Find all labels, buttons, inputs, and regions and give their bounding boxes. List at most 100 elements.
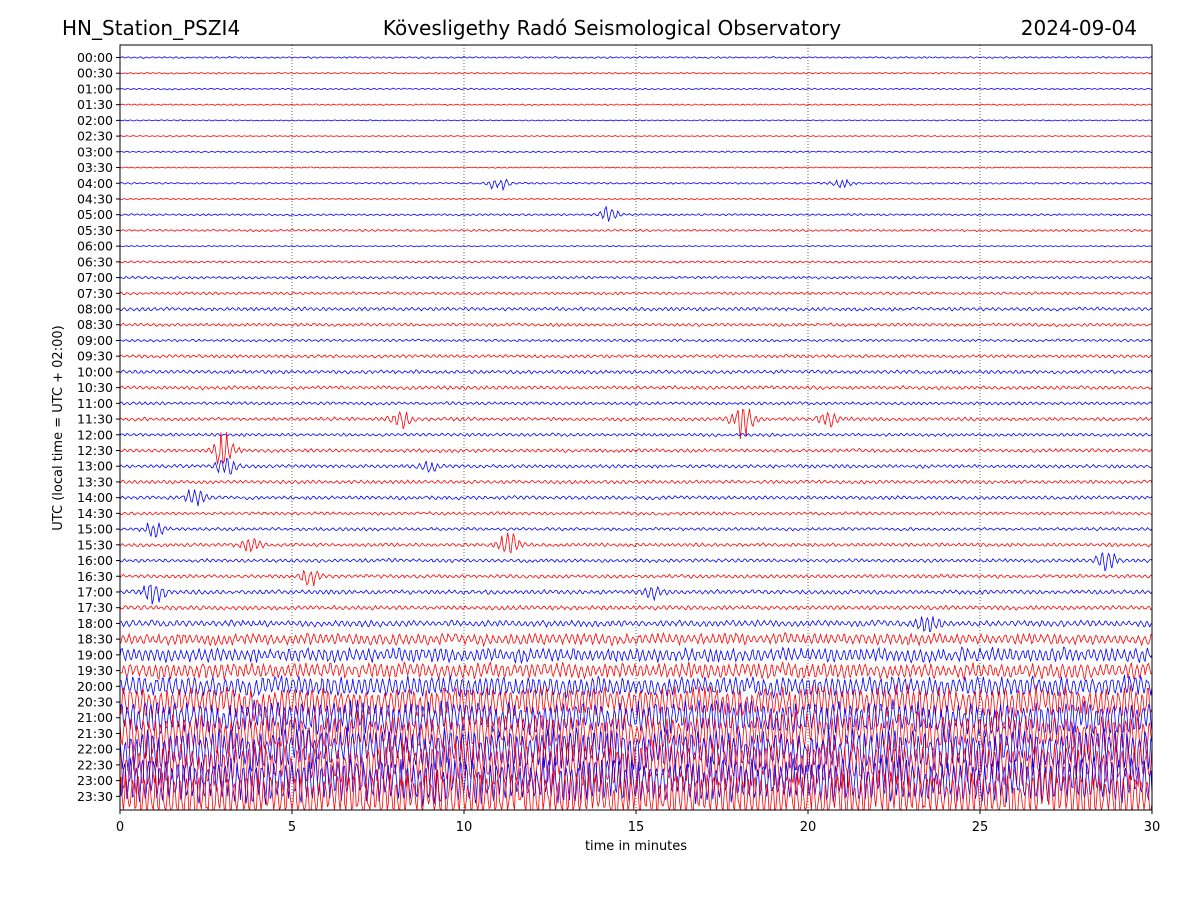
y-tick-label: 11:30 <box>77 412 113 427</box>
station-name: HN_Station_PSZI4 <box>62 16 240 40</box>
trace-0600 <box>119 245 1153 248</box>
y-tick-label: 16:30 <box>77 569 113 584</box>
y-tick-label: 17:00 <box>77 584 113 599</box>
trace-1500 <box>119 522 1153 538</box>
y-tick-label: 13:30 <box>77 474 113 489</box>
y-tick-label: 22:00 <box>77 742 113 757</box>
y-tick-label: 18:30 <box>77 632 113 647</box>
trace-0900 <box>119 338 1153 343</box>
trace-1100 <box>119 401 1153 406</box>
x-tick-label: 20 <box>800 820 817 835</box>
y-tick-label: 20:00 <box>77 679 113 694</box>
trace-1300 <box>119 457 1153 475</box>
trace-1400 <box>119 489 1153 507</box>
trace-0500 <box>119 205 1153 222</box>
trace-0630 <box>119 260 1153 264</box>
y-tick-label: 02:00 <box>77 113 113 128</box>
x-tick-label: 15 <box>628 820 645 835</box>
y-tick-label: 08:30 <box>77 317 113 332</box>
y-tick-label: 21:30 <box>77 726 113 741</box>
x-axis-label: time in minutes <box>585 839 687 854</box>
y-tick-label: 00:30 <box>77 66 113 81</box>
trace-1900 <box>119 646 1153 665</box>
trace-1000 <box>119 369 1153 375</box>
y-tick-label: 02:30 <box>77 129 113 144</box>
y-axis-ticks: 00:0000:3001:0001:3002:0002:3003:0003:30… <box>77 50 120 804</box>
y-tick-label: 22:30 <box>77 757 113 772</box>
trace-0300 <box>120 150 1153 154</box>
y-tick-label: 04:00 <box>77 176 113 191</box>
trace-2130 <box>119 710 1153 757</box>
trace-2300 <box>119 755 1153 808</box>
trace-2200 <box>119 725 1153 775</box>
trace-1830 <box>119 631 1153 648</box>
y-tick-label: 12:00 <box>77 427 113 442</box>
y-axis-label: UTC (local time = UTC + 02:00) <box>51 325 66 530</box>
trace-0230 <box>119 135 1153 138</box>
trace-1700 <box>119 584 1153 605</box>
y-tick-label: 03:00 <box>77 144 113 159</box>
trace-0430 <box>119 197 1153 201</box>
y-tick-label: 21:00 <box>77 710 113 725</box>
y-tick-label: 23:00 <box>77 773 113 788</box>
y-tick-label: 07:00 <box>77 270 113 285</box>
trace-2100 <box>119 699 1153 737</box>
trace-1800 <box>119 616 1153 632</box>
chart-title: Kövesligethy Radó Seismological Observat… <box>383 16 841 40</box>
y-tick-label: 10:00 <box>77 364 113 379</box>
y-tick-label: 16:00 <box>77 553 113 568</box>
trace-1930 <box>119 660 1153 681</box>
x-tick-label: 30 <box>1144 820 1161 835</box>
x-tick-label: 0 <box>116 820 124 835</box>
trace-2030 <box>119 684 1153 722</box>
y-tick-label: 13:00 <box>77 459 113 474</box>
y-tick-label: 10:30 <box>77 380 113 395</box>
y-tick-label: 09:00 <box>77 333 113 348</box>
x-axis-ticks: 0 5 10 15 20 25 30 <box>116 810 1160 835</box>
trace-1130 <box>119 408 1153 440</box>
plot-frame <box>119 44 1153 811</box>
y-tick-label: 03:30 <box>77 160 113 175</box>
trace-0130 <box>119 103 1153 106</box>
y-tick-label: 00:00 <box>77 50 113 65</box>
trace-0030 <box>119 72 1153 75</box>
trace-0930 <box>119 353 1153 359</box>
trace-1530 <box>119 532 1153 554</box>
y-tick-label: 05:30 <box>77 223 113 238</box>
trace-0700 <box>119 275 1153 280</box>
trace-1030 <box>119 384 1153 391</box>
x-tick-label: 25 <box>972 820 989 835</box>
trace-0330 <box>119 166 1153 169</box>
y-tick-label: 19:30 <box>77 663 113 678</box>
y-tick-label: 05:00 <box>77 207 113 222</box>
y-tick-label: 23:30 <box>77 789 113 804</box>
y-tick-label: 18:00 <box>77 616 113 631</box>
y-tick-label: 19:00 <box>77 647 113 662</box>
y-tick-label: 14:30 <box>77 506 113 521</box>
trace-1200 <box>119 432 1153 438</box>
y-tick-label: 01:00 <box>77 81 113 96</box>
trace-0830 <box>119 322 1153 328</box>
x-tick-label: 5 <box>288 820 296 835</box>
chart-date: 2024-09-04 <box>1021 16 1137 40</box>
y-tick-label: 20:30 <box>77 695 113 710</box>
y-tick-label: 15:30 <box>77 537 113 552</box>
y-tick-label: 07:30 <box>77 286 113 301</box>
y-tick-label: 14:00 <box>77 490 113 505</box>
trace-0730 <box>119 291 1153 296</box>
y-tick-label: 12:30 <box>77 443 113 458</box>
traces <box>119 56 1153 812</box>
trace-0000 <box>119 56 1153 59</box>
x-tick-label: 10 <box>456 820 473 835</box>
trace-0800 <box>119 306 1153 312</box>
y-tick-label: 11:00 <box>77 396 113 411</box>
trace-1330 <box>119 479 1153 485</box>
trace-1730 <box>119 604 1153 611</box>
y-tick-label: 04:30 <box>77 191 113 206</box>
y-tick-label: 09:30 <box>77 349 113 364</box>
y-tick-label: 15:00 <box>77 522 113 537</box>
y-tick-label: 06:00 <box>77 239 113 254</box>
trace-1430 <box>119 510 1153 516</box>
trace-1600 <box>119 552 1153 572</box>
